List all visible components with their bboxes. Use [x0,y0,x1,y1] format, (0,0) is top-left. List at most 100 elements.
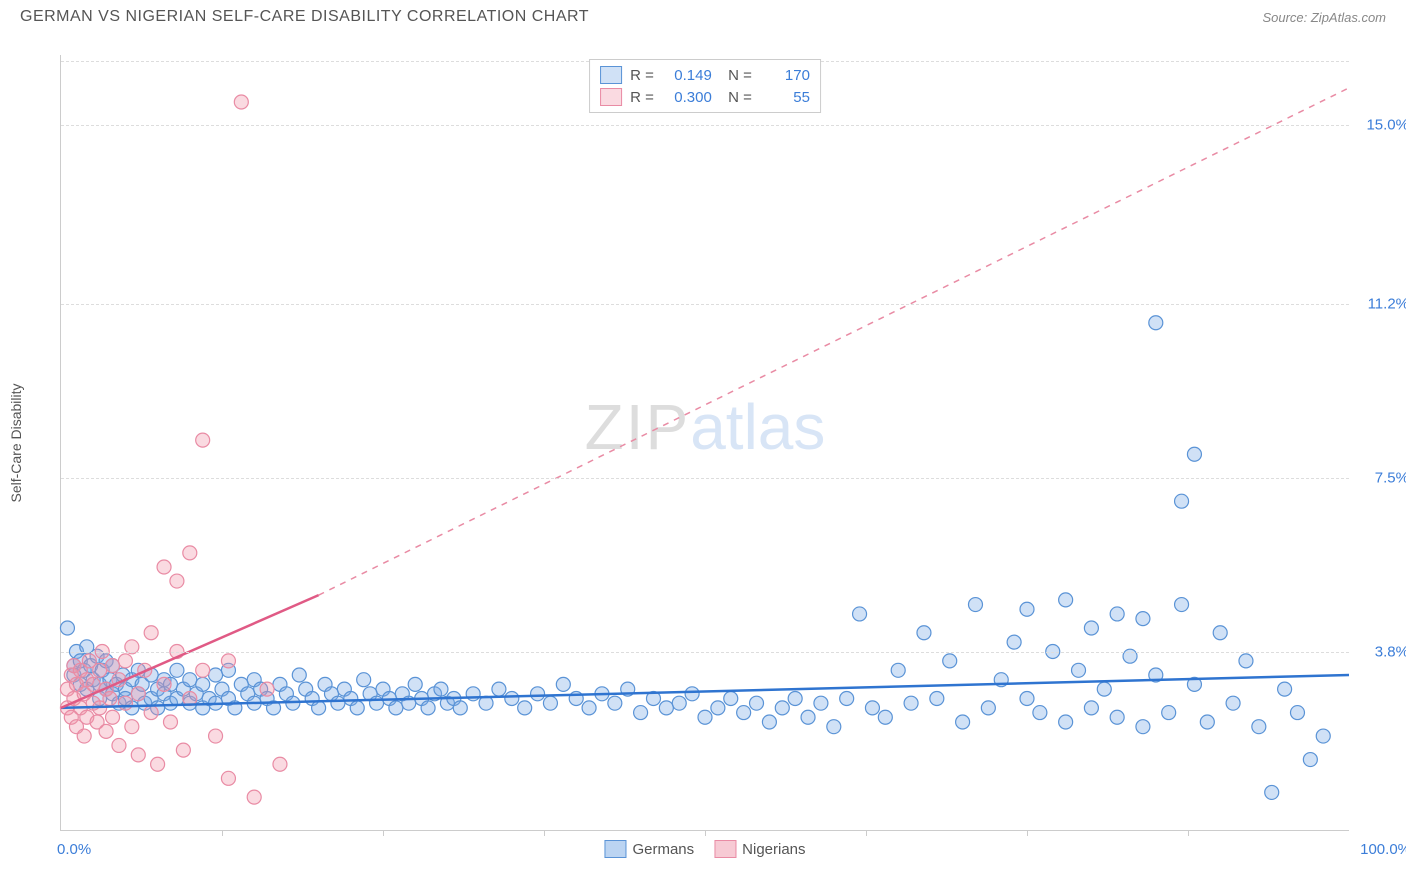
scatter-point [125,720,139,734]
scatter-point [163,715,177,729]
scatter-point [1110,607,1124,621]
scatter-point [273,757,287,771]
scatter-point [157,677,171,691]
legend-swatch [600,88,622,106]
x-tick [383,830,384,836]
legend-swatch [604,840,626,858]
scatter-point [209,729,223,743]
scatter-point [1226,696,1240,710]
scatter-point [106,659,120,673]
scatter-point [170,663,184,677]
scatter-point [904,696,918,710]
y-tick-label: 11.2% [1368,295,1406,312]
scatter-point [196,433,210,447]
scatter-point [131,687,145,701]
scatter-point [234,95,248,109]
scatter-point [221,771,235,785]
scatter-point [1239,654,1253,668]
scatter-point [1110,710,1124,724]
x-tick [1188,830,1189,836]
scatter-point [853,607,867,621]
scatter-point [1136,612,1150,626]
scatter-point [77,729,91,743]
scatter-point [724,691,738,705]
scatter-point [103,691,117,705]
scatter-point [891,663,905,677]
chart-title: GERMAN VS NIGERIAN SELF-CARE DISABILITY … [20,8,589,26]
scatter-point [1072,663,1086,677]
y-tick-label: 7.5% [1375,469,1406,486]
scatter-point [408,677,422,691]
scatter-point [762,715,776,729]
scatter-point [176,743,190,757]
legend-stat-row: R =0.149 N =170 [600,64,810,86]
scatter-point [672,696,686,710]
scatter-point [93,663,107,677]
legend-item: Nigerians [714,840,805,858]
scatter-point [183,673,197,687]
scatter-point [543,696,557,710]
scatter-point [357,673,371,687]
scatter-point [1213,626,1227,640]
x-tick [544,830,545,836]
scatter-point [775,701,789,715]
legend-stats: R =0.149 N =170R =0.300 N =55 [589,59,821,113]
legend-item: Germans [604,840,694,858]
scatter-point [196,677,210,691]
chart-container: Self-Care Disability R =0.149 N =170R =0… [48,55,1348,830]
scatter-point [1187,447,1201,461]
scatter-point [1290,706,1304,720]
source-label: Source: ZipAtlas.com [1262,10,1386,25]
scatter-point [878,710,892,724]
scatter-point [1097,682,1111,696]
gridline [61,304,1349,305]
scatter-point [943,654,957,668]
scatter-point [209,668,223,682]
scatter-point [312,701,326,715]
legend-swatch [600,66,622,84]
scatter-point [1020,602,1034,616]
scatter-point [505,691,519,705]
scatter-point [1059,593,1073,607]
legend-swatch [714,840,736,858]
scatter-point [531,687,545,701]
scatter-point [106,710,120,724]
x-tick [705,830,706,836]
scatter-point [788,691,802,705]
scatter-point [1303,753,1317,767]
scatter-point [1007,635,1021,649]
scatter-point [814,696,828,710]
scatter-point [634,706,648,720]
scatter-point [917,626,931,640]
scatter-point [659,701,673,715]
scatter-point [131,748,145,762]
x-min-label: 0.0% [57,841,91,858]
scatter-point [221,654,235,668]
scatter-point [1059,715,1073,729]
scatter-point [247,790,261,804]
scatter-point [1084,621,1098,635]
y-axis-label: Self-Care Disability [8,383,24,502]
scatter-point [60,621,74,635]
scatter-point [157,560,171,574]
scatter-point [711,701,725,715]
scatter-point [556,677,570,691]
scatter-point [582,701,596,715]
scatter-point [260,682,274,696]
x-tick [1027,830,1028,836]
scatter-point [1149,316,1163,330]
gridline [61,478,1349,479]
scatter-point [981,701,995,715]
scatter-point [840,691,854,705]
scatter-point [865,701,879,715]
scatter-point [801,710,815,724]
scatter-point [196,663,210,677]
legend-stat-row: R =0.300 N =55 [600,86,810,108]
scatter-point [518,701,532,715]
scatter-point [737,706,751,720]
scatter-point [183,546,197,560]
scatter-point [930,691,944,705]
scatter-point [685,687,699,701]
x-tick [222,830,223,836]
scatter-point [492,682,506,696]
